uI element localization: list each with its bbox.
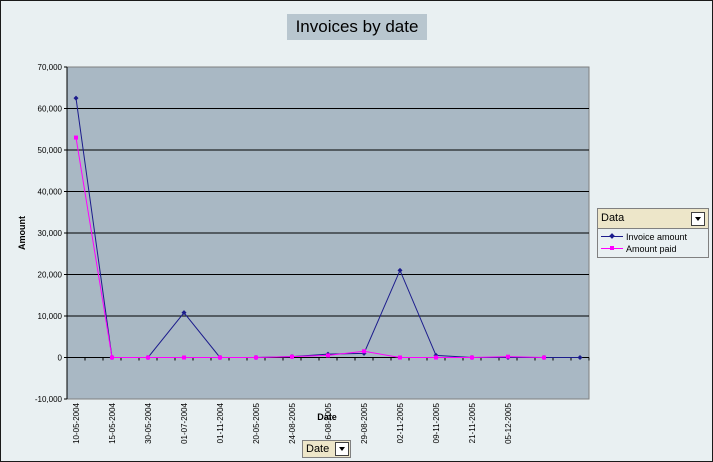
x-axis-title: Date xyxy=(317,412,337,422)
y-tick-label: 0 xyxy=(58,354,63,363)
data-point xyxy=(181,310,187,316)
legend-field-label: Data xyxy=(601,212,625,224)
legend-swatch-invoice-amount xyxy=(601,233,623,239)
data-point xyxy=(506,354,510,359)
y-tick-label: 20,000 xyxy=(38,271,63,280)
legend-item-invoice-amount: Invoice amount xyxy=(598,231,708,243)
data-point xyxy=(218,355,222,360)
y-tick-label: -10,000 xyxy=(35,395,63,404)
date-field-label: Date xyxy=(306,443,330,455)
series-line xyxy=(75,137,545,358)
y-tick-label: 30,000 xyxy=(38,229,63,238)
x-tick-label: 21-11-2005 xyxy=(468,402,477,443)
data-point xyxy=(73,95,79,101)
data-dropdown-icon[interactable] xyxy=(691,212,705,226)
data-point xyxy=(542,355,546,360)
x-tick-label: 24-08-2005 xyxy=(288,402,297,443)
x-tick-label: 20-05-2005 xyxy=(252,402,261,443)
data-point xyxy=(397,267,403,273)
legend-swatch-amount-paid xyxy=(601,246,623,250)
y-tick-label: 10,000 xyxy=(38,312,63,321)
x-tick-label: 02-11-2005 xyxy=(396,402,405,443)
y-tick-label: 70,000 xyxy=(38,63,63,72)
data-point xyxy=(182,355,186,360)
legend-field-button[interactable]: Data xyxy=(598,209,708,229)
x-tick-label: 05-12-2005 xyxy=(504,402,513,443)
x-tick-label: 09-11-2005 xyxy=(432,402,441,443)
y-tick-label: 40,000 xyxy=(38,188,63,197)
date-field-button[interactable]: Date xyxy=(302,440,351,458)
y-tick-label: 50,000 xyxy=(38,146,63,155)
data-point xyxy=(362,349,366,354)
date-dropdown-icon[interactable] xyxy=(335,442,349,456)
chart-title: Invoices by date xyxy=(287,14,427,40)
data-point xyxy=(110,355,114,360)
x-tick-label: 26-08-2005 xyxy=(324,402,333,443)
data-point xyxy=(577,355,583,360)
x-tick-label: 01-07-2004 xyxy=(180,402,189,443)
x-tick-label: 10-05-2004 xyxy=(72,402,81,443)
legend-item-amount-paid: Amount paid xyxy=(598,243,708,255)
data-point xyxy=(326,353,330,358)
data-point xyxy=(290,354,294,359)
y-tick-label: 60,000 xyxy=(38,105,63,114)
x-tick-label: 29-08-2005 xyxy=(360,402,369,443)
data-point xyxy=(434,355,438,360)
y-axis-title: Amount xyxy=(17,216,27,250)
data-point xyxy=(398,355,402,360)
data-point xyxy=(254,355,258,360)
series-lines xyxy=(73,95,583,360)
y-axis: -10,000 0 10,000 20,000 30,000 40,000 50,000 60… xyxy=(35,63,68,404)
x-tick-label: 15-05-2004 xyxy=(108,402,117,443)
legend-label-amount-paid: Amount paid xyxy=(626,244,677,254)
x-tick-label: 01-11-2004 xyxy=(216,402,225,443)
data-point xyxy=(74,135,78,140)
x-axis: 10-05-2004 15-05-2004 30-05-2004 01-07-2004… xyxy=(66,357,590,444)
legend-label-invoice-amount: Invoice amount xyxy=(626,232,688,242)
x-tick-label: 30-05-2004 xyxy=(144,402,153,443)
legend: Data Invoice amount Amount paid xyxy=(597,208,709,258)
data-point xyxy=(146,355,150,360)
data-point xyxy=(470,355,474,360)
